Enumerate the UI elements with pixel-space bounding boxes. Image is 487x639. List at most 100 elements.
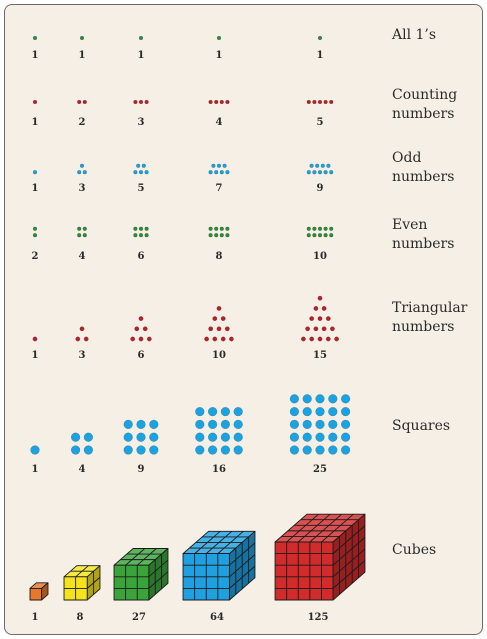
dot (289, 445, 300, 455)
dot (208, 226, 213, 231)
dot (321, 305, 327, 311)
value-label: 9 (317, 183, 324, 194)
dot (317, 336, 323, 342)
dot (144, 170, 149, 175)
dot (79, 163, 85, 168)
dot (302, 419, 312, 430)
dot (136, 432, 146, 442)
dot (222, 163, 227, 168)
dot (138, 233, 144, 238)
dot (138, 226, 144, 231)
dot (219, 170, 224, 175)
dot (133, 170, 138, 175)
dot (195, 445, 205, 455)
cube-front-face (274, 541, 334, 601)
dot (315, 445, 325, 455)
dot (142, 326, 148, 332)
dot (328, 419, 338, 430)
value-label: 2 (32, 251, 39, 262)
dot (32, 99, 38, 105)
dot (144, 233, 149, 238)
dot (82, 226, 87, 231)
dot (302, 407, 312, 417)
cube-grid-line (332, 548, 366, 578)
cube-grid-line (205, 530, 233, 554)
value-label: 10 (212, 350, 226, 361)
cube-front-face (113, 564, 150, 601)
dot (141, 163, 146, 168)
value-label: 27 (132, 612, 146, 623)
dot (32, 170, 38, 175)
dot (289, 407, 300, 417)
value-label: 64 (210, 612, 224, 623)
figure-panel (4, 4, 483, 635)
value-label: 4 (79, 251, 86, 262)
dot (302, 394, 312, 404)
dot (289, 419, 300, 430)
dot (312, 233, 317, 238)
cube-grid-line (217, 530, 244, 554)
cube-grid-line (332, 525, 366, 554)
dot (195, 432, 205, 442)
value-label: 3 (79, 183, 86, 194)
cube (113, 548, 169, 601)
dot (144, 99, 149, 105)
dot (83, 432, 94, 442)
dot (317, 35, 323, 41)
cube-grid-line (148, 559, 169, 578)
value-label: 6 (138, 251, 145, 262)
dot (77, 226, 82, 231)
dot (212, 316, 218, 321)
dot (312, 99, 317, 105)
dot (329, 233, 334, 238)
dot (219, 226, 224, 231)
row-label-odd-numbers: Odd numbers (392, 150, 455, 185)
dot (149, 445, 159, 455)
dot (302, 432, 312, 442)
dot (315, 407, 325, 417)
dot (328, 432, 338, 442)
dot (315, 432, 325, 442)
dot (309, 163, 314, 168)
dot (312, 226, 317, 231)
cube (182, 530, 256, 601)
dot (306, 99, 311, 105)
dot (228, 336, 234, 342)
dot (83, 445, 94, 455)
dot (313, 326, 319, 332)
value-label: 1 (32, 117, 39, 128)
dot (312, 170, 317, 175)
dot (328, 394, 338, 404)
dot (123, 419, 133, 430)
dot (341, 394, 351, 404)
dot (321, 326, 327, 332)
value-label: 5 (138, 183, 145, 194)
dot (32, 233, 38, 238)
dot (138, 35, 144, 41)
dot (208, 233, 213, 238)
dot (70, 445, 81, 455)
dot (323, 226, 328, 231)
dot (313, 305, 319, 311)
dot (329, 99, 334, 105)
dot (220, 407, 231, 417)
dot (341, 432, 351, 442)
dot (219, 233, 224, 238)
dot (220, 336, 226, 342)
cube-grid-line (75, 565, 89, 578)
cube-grid-line (321, 513, 354, 543)
dot (208, 432, 218, 442)
dot (136, 163, 141, 168)
value-label: 7 (216, 183, 223, 194)
dot (220, 445, 231, 455)
dot (123, 445, 133, 455)
dot (146, 336, 152, 342)
dot (216, 305, 222, 311)
dot (317, 316, 323, 321)
dot (79, 326, 85, 332)
dot (225, 99, 230, 105)
dot (214, 99, 219, 105)
dot (317, 99, 323, 105)
dot (305, 326, 310, 332)
cube-grid-line (148, 571, 169, 589)
